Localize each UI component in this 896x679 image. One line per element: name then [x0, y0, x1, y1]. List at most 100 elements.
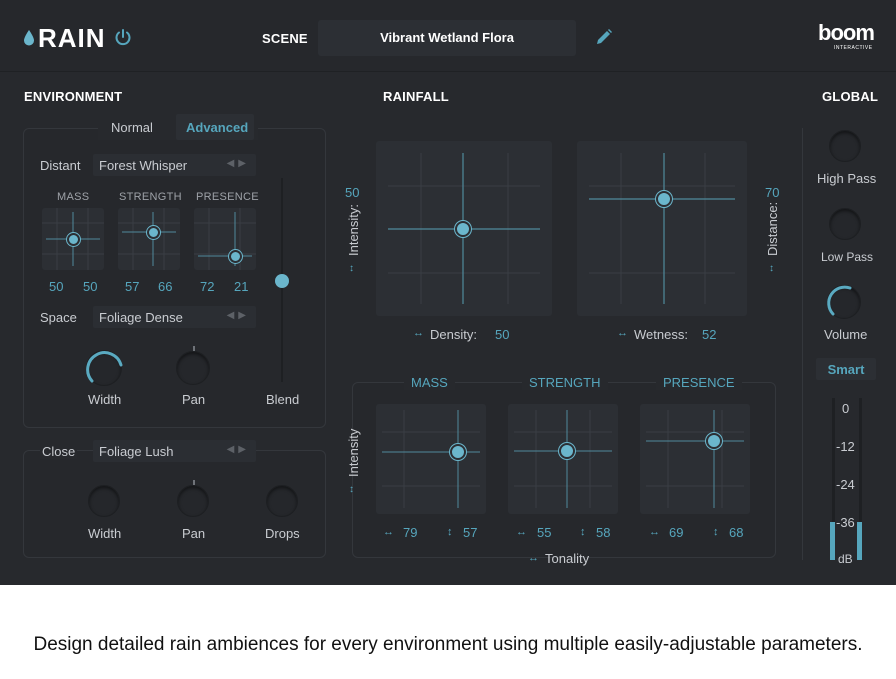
meter-unit: dB	[838, 552, 853, 566]
horizontal-arrows-icon: ↔	[528, 552, 539, 564]
top-bar: RAIN SCENE Vibrant Wetland Flora boom IN…	[0, 0, 896, 72]
horizontal-arrows-icon: ↔	[649, 526, 660, 538]
close-width-label: Width	[88, 526, 122, 541]
tonality-mass-pad[interactable]	[376, 404, 486, 514]
vertical-arrows-icon: ↕	[349, 484, 354, 495]
close-width-knob[interactable]	[88, 485, 120, 517]
marketing-caption: Design detailed rain ambiences for every…	[33, 634, 863, 655]
smart-button-label: Smart	[827, 362, 865, 377]
distant-presence-x: 72	[200, 279, 215, 294]
meter-right-level	[857, 522, 862, 560]
vertical-arrows-icon: ↕	[580, 526, 586, 538]
preset-arrows-icon[interactable]: ◀▶	[226, 158, 250, 169]
blend-slider-handle[interactable]	[275, 274, 289, 288]
rainfall-heading: RAINFALL	[383, 89, 449, 104]
density-label: Density:	[430, 327, 477, 342]
boom-logo: boom INTERACTIVE	[818, 20, 880, 54]
boom-logo-text: boom	[818, 20, 875, 45]
wetness-label: Wetness:	[634, 327, 688, 342]
preset-arrows-icon[interactable]: ◀▶	[226, 310, 250, 321]
distant-mass-label: MASS	[57, 191, 90, 203]
tonality-intensity-label: Intensity	[346, 428, 361, 477]
low-pass-label: Low Pass	[821, 250, 874, 264]
boom-logo-subtext: INTERACTIVE	[834, 45, 873, 51]
global-divider	[802, 128, 803, 560]
tonality-mass-handle[interactable]	[450, 444, 466, 460]
space-pan-label: Pan	[182, 392, 206, 407]
vertical-arrows-icon: ↕	[713, 526, 719, 538]
scene-selector[interactable]: Vibrant Wetland Flora	[318, 20, 576, 56]
distance-label: Distance:	[765, 201, 780, 256]
preset-arrows-icon[interactable]: ◀▶	[226, 444, 250, 455]
tonality-strength-label: STRENGTH	[522, 375, 608, 390]
distant-presence-label: PRESENCE	[196, 191, 259, 203]
space-width-knob[interactable]	[86, 350, 123, 386]
distant-preset-value: Forest Whisper	[99, 158, 188, 173]
meter-tick-0: 0	[842, 401, 850, 416]
mode-toggle: Normal Advanced	[98, 114, 258, 140]
meter-tick-12: -12	[836, 439, 855, 454]
meter-left-level	[830, 522, 835, 560]
tonality-strength-y: 58	[596, 525, 611, 540]
pencil-edit-icon[interactable]	[595, 28, 613, 51]
high-pass-label: High Pass	[817, 171, 877, 186]
wetness-distance-pad[interactable]	[577, 141, 747, 316]
distant-preset-dropdown[interactable]: Forest Whisper ◀▶	[93, 154, 256, 176]
close-preset-value: Foliage Lush	[99, 444, 174, 459]
distant-mass-handle[interactable]	[67, 233, 80, 246]
distant-strength-label: STRENGTH	[119, 191, 182, 203]
space-preset-dropdown[interactable]: Foliage Dense ◀▶	[93, 306, 256, 328]
wetness-value: 52	[702, 327, 717, 342]
intensity-value: 50	[345, 185, 360, 200]
distant-strength-x: 57	[125, 279, 140, 294]
distant-mass-pad[interactable]	[42, 208, 104, 270]
space-preset-value: Foliage Dense	[99, 310, 183, 325]
vertical-arrows-icon: ↕	[349, 263, 354, 274]
horizontal-arrows-icon: ↔	[413, 327, 424, 339]
tonality-presence-pad[interactable]	[640, 404, 750, 514]
close-preset-dropdown[interactable]: Foliage Lush ◀▶	[93, 440, 256, 462]
low-pass-knob[interactable]	[829, 208, 861, 240]
high-pass-knob[interactable]	[829, 130, 861, 162]
tonality-strength-handle[interactable]	[559, 443, 575, 459]
vertical-arrows-icon: ↕	[447, 526, 453, 538]
distant-label: Distant	[40, 158, 81, 173]
distant-presence-pad[interactable]	[194, 208, 256, 270]
space-pan-knob[interactable]	[176, 346, 210, 385]
mode-advanced-label: Advanced	[186, 120, 249, 135]
mode-normal-tab[interactable]: Normal	[111, 120, 153, 135]
tonality-presence-handle[interactable]	[706, 433, 722, 449]
space-width-label: Width	[88, 392, 122, 407]
power-icon[interactable]	[114, 28, 132, 51]
horizontal-arrows-icon: ↔	[516, 526, 527, 538]
meter-tick-24: -24	[836, 477, 855, 492]
density-intensity-handle[interactable]	[455, 221, 471, 237]
distant-strength-pad[interactable]	[118, 208, 180, 270]
intensity-label: Intensity:	[346, 203, 361, 256]
close-pan-knob[interactable]	[177, 480, 209, 517]
global-heading: GLOBAL	[822, 89, 879, 104]
distant-strength-handle[interactable]	[147, 226, 160, 239]
close-label: Close	[40, 444, 78, 459]
distant-presence-y: 21	[234, 279, 249, 294]
tonality-strength-pad[interactable]	[508, 404, 618, 514]
horizontal-arrows-icon: ↔	[617, 327, 628, 339]
volume-knob[interactable]	[827, 285, 861, 319]
horizontal-arrows-icon: ↔	[383, 526, 394, 538]
density-value: 50	[495, 327, 510, 342]
close-drops-knob[interactable]	[266, 485, 298, 517]
mode-advanced-tab[interactable]: Advanced	[176, 114, 254, 140]
tonality-label: Tonality	[545, 551, 590, 566]
wetness-distance-handle[interactable]	[656, 191, 672, 207]
distant-presence-handle[interactable]	[229, 250, 242, 263]
smart-button[interactable]: Smart	[816, 358, 876, 380]
volume-label: Volume	[824, 327, 868, 342]
blend-label: Blend	[266, 392, 300, 407]
density-intensity-pad[interactable]	[376, 141, 552, 316]
raindrop-icon	[24, 30, 34, 51]
distant-mass-y: 50	[83, 279, 98, 294]
scene-label: SCENE	[262, 31, 308, 46]
space-label: Space	[40, 310, 77, 325]
distant-strength-y: 66	[158, 279, 173, 294]
close-drops-label: Drops	[265, 526, 300, 541]
